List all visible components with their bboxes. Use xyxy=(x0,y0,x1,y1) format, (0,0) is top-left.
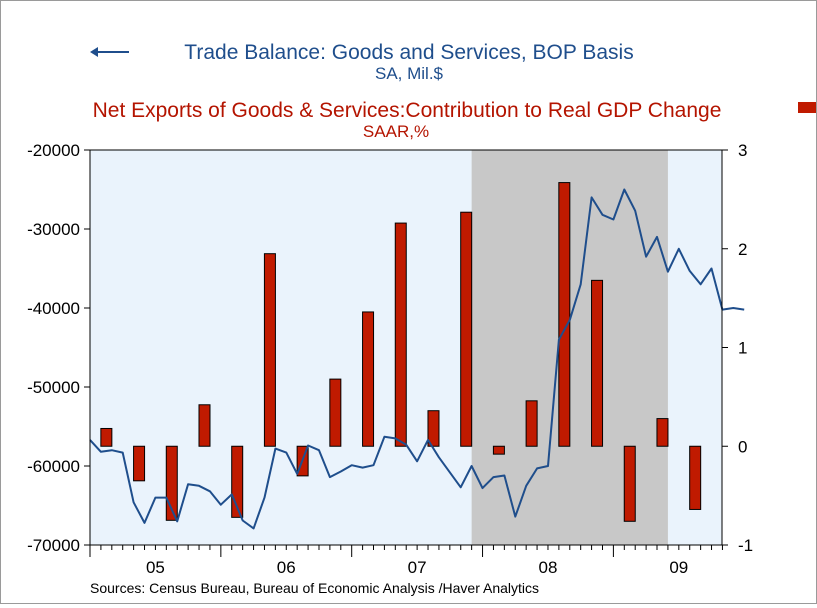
x-axis-tick-label: 07 xyxy=(408,558,427,577)
line-series-arrow xyxy=(90,47,98,57)
net-exports-bar xyxy=(165,445,178,521)
left-axis-tick-label: -50000 xyxy=(27,378,80,397)
net-exports-bar xyxy=(460,211,473,447)
right-axis-tick-label: -1 xyxy=(738,536,753,555)
bar-series-units: SAAR,% xyxy=(363,122,429,141)
right-axis-tick-label: 0 xyxy=(738,437,747,456)
net-exports-bar xyxy=(525,400,538,447)
net-exports-bar xyxy=(198,404,211,447)
net-exports-bar xyxy=(492,445,505,455)
net-exports-bar xyxy=(100,427,113,447)
net-exports-bar xyxy=(231,445,244,518)
left-axis: -70000 -60000 -50000 -40000 -30000 -20000 xyxy=(27,141,90,555)
x-axis-tick-label: 05 xyxy=(146,558,165,577)
x-axis: 05 06 07 08 09 xyxy=(89,545,723,577)
net-exports-bar xyxy=(427,410,440,447)
net-exports-bar xyxy=(689,445,702,510)
legend: Trade Balance: Goods and Services, BOP B… xyxy=(90,41,816,141)
net-exports-bar xyxy=(591,279,604,447)
left-axis-tick-label: -30000 xyxy=(27,220,80,239)
right-axis-tick-label: 2 xyxy=(738,240,747,259)
net-exports-bar xyxy=(329,378,342,447)
left-axis-tick-label: -60000 xyxy=(27,457,80,476)
net-exports-bar xyxy=(558,182,571,447)
right-axis-tick-label: 3 xyxy=(738,141,747,160)
line-series-title: Trade Balance: Goods and Services, BOP B… xyxy=(184,41,633,64)
right-axis: -1 0 1 2 3 xyxy=(722,141,753,555)
bar-series xyxy=(100,182,702,522)
left-axis-tick-label: -20000 xyxy=(27,141,80,160)
x-axis-tick-label: 06 xyxy=(277,558,296,577)
line-series-path xyxy=(89,188,745,530)
left-axis-tick-label: -40000 xyxy=(27,299,80,318)
net-exports-bar xyxy=(656,418,669,447)
net-exports-bar xyxy=(263,253,276,447)
bar-series-title: Net Exports of Goods & Services:Contribu… xyxy=(93,99,722,122)
net-exports-bar xyxy=(623,445,636,522)
net-exports-bar xyxy=(362,311,375,447)
left-axis-tick-label: -70000 xyxy=(27,536,80,555)
x-axis-tick-label: 08 xyxy=(539,558,558,577)
right-axis-tick-label: 1 xyxy=(738,339,747,358)
source-note: Sources: Census Bureau, Bureau of Econom… xyxy=(90,580,539,596)
bar-series-swatch xyxy=(798,102,816,113)
line-series-units: SA, Mil.$ xyxy=(375,64,444,83)
net-exports-bar xyxy=(394,222,407,447)
net-exports-bar xyxy=(133,445,146,482)
x-axis-tick-label: 09 xyxy=(669,558,688,577)
